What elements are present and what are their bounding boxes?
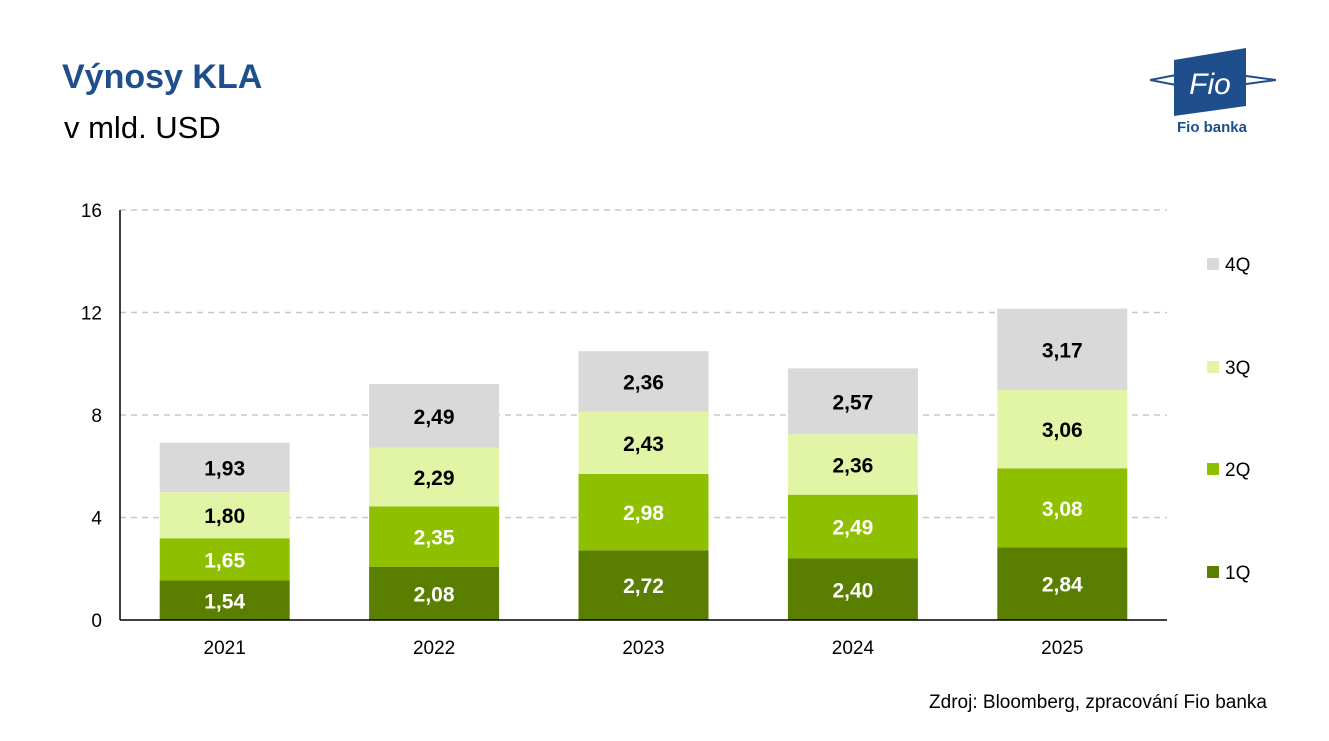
bar-segment	[369, 506, 500, 567]
bars: 1,54 1,65 1,80 1,93 2,08 2,35 2,29 2,49 2,72 2,98…	[159, 308, 1128, 620]
bar-segment	[159, 580, 290, 620]
x-tick-label: 2023	[622, 638, 664, 659]
bar-segment	[997, 468, 1128, 548]
bar-segment	[159, 538, 290, 581]
bar-segment	[369, 383, 500, 448]
bar-segment	[787, 494, 918, 559]
data-label: 2,84	[1042, 574, 1083, 597]
bar-segment	[159, 492, 290, 539]
legend: 1Q 2Q 3Q 4Q	[1207, 255, 1250, 584]
grid-lines	[120, 209, 1167, 519]
data-label: 3,17	[1042, 339, 1083, 362]
bar-segment	[787, 368, 918, 435]
x-tick-label: 2021	[204, 638, 246, 659]
bar-segment	[997, 547, 1128, 620]
data-label: 2,35	[414, 527, 455, 550]
legend-label: 2Q	[1225, 460, 1250, 481]
data-label: 2,72	[623, 575, 664, 598]
data-label: 2,98	[623, 502, 664, 525]
legend-swatch	[1207, 361, 1219, 373]
bar-segment	[997, 308, 1128, 390]
bar-segment	[997, 389, 1128, 469]
bar-segment	[787, 434, 918, 495]
source-note: Zdroj: Bloomberg, zpracování Fio banka	[929, 692, 1267, 713]
data-label: 2,49	[832, 517, 873, 540]
x-tick-label: 2025	[1041, 638, 1083, 659]
page-title: Výnosy KLA	[62, 58, 263, 96]
y-tick-label: 0	[91, 611, 102, 632]
logo-wordmark: Fio	[1189, 68, 1231, 101]
data-label: 1,54	[204, 590, 245, 613]
legend-label: 1Q	[1225, 563, 1250, 584]
data-label: 2,43	[623, 433, 664, 456]
legend-swatch	[1207, 566, 1219, 578]
bar-segment	[578, 473, 709, 551]
bar-segment	[578, 550, 709, 620]
bar-segment	[578, 351, 709, 412]
y-tick-label: 4	[91, 509, 102, 530]
data-label: 2,57	[832, 391, 873, 414]
legend-swatch	[1207, 258, 1219, 270]
x-tick-label: 2024	[832, 638, 875, 659]
data-label: 2,40	[832, 579, 873, 602]
data-label: 2,08	[414, 583, 455, 606]
legend-swatch	[1207, 463, 1219, 475]
bar-segment	[159, 442, 290, 493]
bar-segment	[578, 411, 709, 474]
legend-label: 3Q	[1225, 358, 1250, 379]
x-tick-label: 2022	[413, 638, 455, 659]
bar-segment	[369, 566, 500, 620]
data-label: 2,36	[623, 371, 664, 394]
y-tick-label: 8	[91, 406, 102, 427]
axes: 0 4 8 12 16 2021 2022 2023 2024 2025	[81, 201, 1167, 659]
y-tick-label: 16	[81, 201, 102, 222]
bar-segment	[369, 447, 500, 507]
data-label: 3,08	[1042, 498, 1083, 521]
chart-subtitle: v mld. USD	[64, 110, 221, 145]
bar-segment	[787, 558, 918, 620]
logo-caption: Fio banka	[1177, 119, 1248, 136]
legend-label: 4Q	[1225, 255, 1250, 276]
data-label: 2,36	[832, 454, 873, 477]
data-label: 3,06	[1042, 419, 1083, 442]
y-tick-label: 12	[81, 304, 102, 325]
data-label: 1,65	[204, 549, 245, 572]
data-label: 1,80	[204, 505, 245, 528]
data-label: 1,93	[204, 457, 245, 480]
data-label: 2,49	[414, 406, 455, 429]
fio-banka-logo-icon: Fio Fio banka	[1150, 48, 1276, 136]
data-label: 2,29	[414, 467, 455, 490]
